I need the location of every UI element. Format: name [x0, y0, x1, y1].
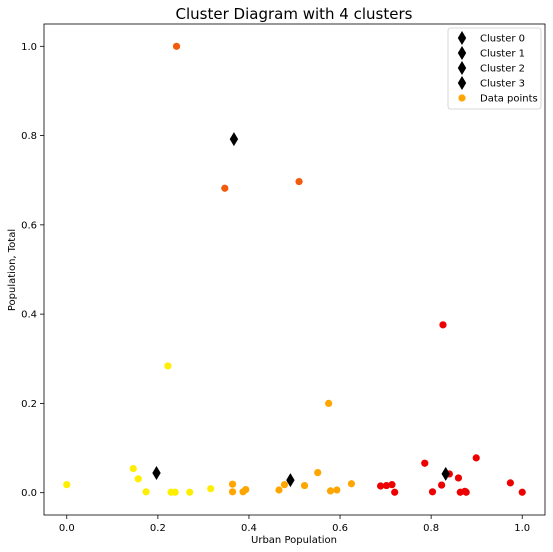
data-point — [295, 177, 303, 186]
x-tick-label: 0.4 — [241, 523, 257, 534]
data-point — [421, 459, 429, 467]
data-point — [242, 485, 250, 494]
legend-box — [447, 27, 542, 110]
legend-label: Cluster 2 — [480, 64, 525, 75]
y-tick-label: 0.6 — [21, 220, 37, 231]
x-tick-label: 0.0 — [59, 523, 75, 534]
cluster-center-marker — [229, 132, 239, 147]
data-point — [518, 488, 526, 496]
y-tick-label: 1.0 — [21, 42, 37, 53]
data-point — [275, 486, 283, 494]
legend-marker — [457, 31, 467, 45]
data-points — [63, 42, 526, 496]
legend-marker — [457, 76, 467, 90]
data-point — [129, 464, 137, 473]
legend-label: Data points — [480, 94, 538, 105]
y-tick-label: 0.2 — [21, 399, 37, 410]
data-point — [506, 479, 514, 487]
x-axis-label: Urban Population — [251, 535, 337, 546]
legend-marker — [457, 46, 467, 60]
x-axis-ticks: 0.0 0.2 0.4 0.6 0.8 1.0 — [59, 515, 530, 534]
data-point — [164, 362, 172, 370]
legend-label: Cluster 3 — [480, 79, 525, 90]
cluster-center-marker — [441, 466, 450, 481]
data-point — [454, 474, 463, 482]
data-point — [326, 487, 335, 495]
data-point — [142, 488, 150, 496]
data-point — [63, 481, 71, 489]
x-tick-label: 0.8 — [423, 523, 439, 534]
cluster-center-marker — [286, 473, 295, 488]
legend: Cluster 0 Cluster 1 Cluster 2 Cluster 3 Data… — [447, 27, 542, 110]
data-point — [325, 399, 333, 408]
y-tick-label: 0.4 — [21, 310, 37, 321]
data-point — [347, 480, 356, 488]
data-point — [228, 480, 237, 488]
legend-marker — [457, 61, 467, 75]
data-point — [171, 488, 179, 496]
y-tick-label: 0.8 — [21, 131, 37, 142]
data-point — [428, 488, 437, 496]
x-tick-label: 0.6 — [332, 523, 348, 534]
cluster-centers — [152, 132, 450, 488]
data-point — [221, 184, 229, 192]
data-point — [300, 481, 309, 490]
data-point — [376, 482, 385, 490]
data-point — [439, 321, 447, 329]
legend-label: Cluster 0 — [480, 34, 525, 45]
data-point — [333, 486, 341, 494]
data-point — [391, 488, 399, 496]
data-point — [382, 481, 391, 490]
data-point — [472, 454, 480, 462]
data-point — [172, 42, 181, 50]
y-tick-label: 0.0 — [21, 488, 37, 499]
data-point — [438, 481, 446, 489]
cluster-center-marker — [152, 466, 161, 481]
legend-marker — [458, 94, 466, 102]
x-tick-label: 1.0 — [514, 523, 530, 534]
x-tick-label: 0.2 — [150, 523, 166, 534]
data-point — [280, 481, 289, 489]
data-point — [314, 468, 322, 477]
data-point — [228, 488, 237, 496]
legend-label: Cluster 1 — [480, 49, 525, 60]
y-axis-label: Population, Total — [7, 229, 18, 311]
data-point — [462, 488, 470, 496]
data-point — [388, 481, 396, 489]
data-point — [207, 485, 215, 493]
y-axis-ticks: 0.0 0.2 0.4 0.6 0.8 1.0 — [21, 42, 44, 499]
data-point — [186, 488, 194, 496]
chart-title: Cluster Diagram with 4 clusters — [176, 5, 413, 23]
data-point — [134, 475, 142, 483]
